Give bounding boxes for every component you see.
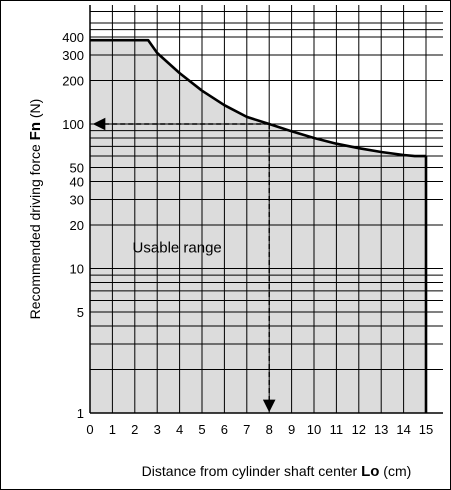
y-tick-label-300: 300 — [62, 48, 84, 63]
y-tick-label-100: 100 — [62, 117, 84, 132]
x-tick-label-1: 1 — [109, 422, 116, 437]
x-axis-label-symbol: Lo — [361, 463, 379, 480]
y-tick-label-20: 20 — [70, 218, 84, 233]
y-axis-label-symbol: Fn — [27, 122, 44, 140]
x-tick-label-0: 0 — [86, 422, 93, 437]
y-axis-label-unit: (N) — [27, 99, 43, 122]
x-tick-label-5: 5 — [198, 422, 205, 437]
y-axis-label: Recommended driving force Fn (N) — [27, 99, 44, 320]
x-tick-label-9: 9 — [288, 422, 295, 437]
x-tick-label-6: 6 — [221, 422, 228, 437]
boundary-curve — [90, 38, 426, 158]
x-tick-label-15: 15 — [419, 422, 433, 437]
y-tick-label-50: 50 — [70, 160, 84, 175]
y-tick-label-30: 30 — [70, 193, 84, 208]
x-axis-label-text: Distance from cylinder shaft center — [142, 463, 361, 479]
y-axis-label-text: Recommended driving force — [27, 140, 43, 319]
x-tick-label-3: 3 — [154, 422, 161, 437]
x-tick-label-2: 2 — [131, 422, 138, 437]
x-axis-label: Distance from cylinder shaft center Lo (… — [142, 463, 412, 480]
y-tick-label-10: 10 — [70, 261, 84, 276]
x-tick-label-14: 14 — [396, 422, 410, 437]
y-tick-label-1: 1 — [77, 406, 84, 421]
y-tick-label-200: 200 — [62, 73, 84, 88]
x-tick-label-13: 13 — [374, 422, 388, 437]
x-tick-label-11: 11 — [330, 422, 344, 437]
x-tick-label-8: 8 — [266, 422, 273, 437]
y-tick-label-5: 5 — [77, 305, 84, 320]
x-tick-label-4: 4 — [176, 422, 183, 437]
y-tick-label-40: 40 — [70, 175, 84, 190]
x-axis-label-unit: (cm) — [379, 463, 411, 479]
usable-range-label: Usable range — [133, 239, 222, 256]
x-tick-label-12: 12 — [352, 422, 366, 437]
usable-range-area — [90, 40, 426, 413]
y-tick-label-400: 400 — [62, 30, 84, 45]
x-tick-label-7: 7 — [243, 422, 250, 437]
x-tick-label-10: 10 — [307, 422, 321, 437]
